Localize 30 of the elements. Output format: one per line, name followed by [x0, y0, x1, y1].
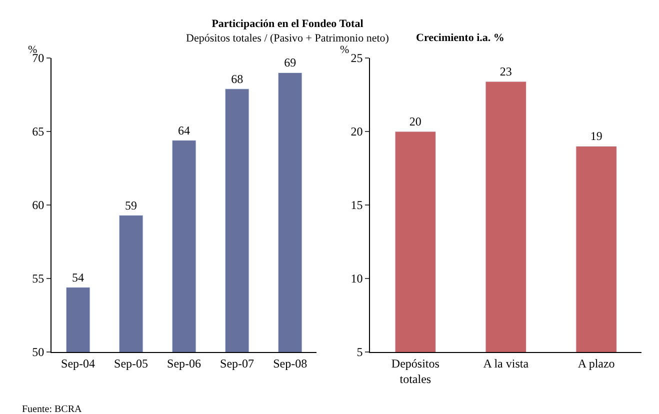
x-tick-label: Sep-05 [114, 356, 148, 370]
y-tick-label: 5 [356, 345, 363, 360]
y-axis-title: % [340, 44, 350, 56]
data-label: 59 [125, 198, 138, 212]
y-tick-label: 15 [350, 198, 363, 212]
chart-title: Participación en el Fondeo Total [212, 18, 364, 30]
data-label: 68 [231, 72, 244, 86]
data-label: 20 [409, 114, 422, 128]
y-tick-label: 60 [32, 198, 44, 212]
data-label: 23 [500, 64, 512, 79]
data-label: 19 [590, 129, 602, 144]
x-tick-label: A la vista [483, 356, 530, 370]
y-tick-label: 65 [32, 124, 44, 139]
y-tick-label: 50 [32, 345, 44, 360]
y-tick-label: 10 [350, 272, 363, 286]
y-tick-label: 20 [350, 124, 363, 139]
data-label: 64 [178, 123, 190, 138]
x-tick-label: Sep-06 [167, 356, 202, 370]
data-label: 69 [284, 56, 296, 70]
data-label: 54 [72, 270, 84, 284]
source-note: Fuente: BCRA [22, 404, 83, 414]
x-tick-label: Sep-07 [220, 356, 254, 370]
y-tick-label: 25 [350, 51, 363, 66]
chart-title: Crecimiento i.a. % [416, 32, 504, 44]
chart-subtitle: Depósitos totales / (Pasivo + Patrimonio neto) [186, 32, 390, 44]
x-tick-label: A plazo [578, 356, 615, 370]
x-tick-label: Sep-04 [61, 356, 96, 370]
x-tick-label: Depósitos totales [391, 356, 440, 386]
x-tick-label: Sep-08 [273, 356, 308, 370]
y-tick-label: 55 [32, 272, 44, 286]
